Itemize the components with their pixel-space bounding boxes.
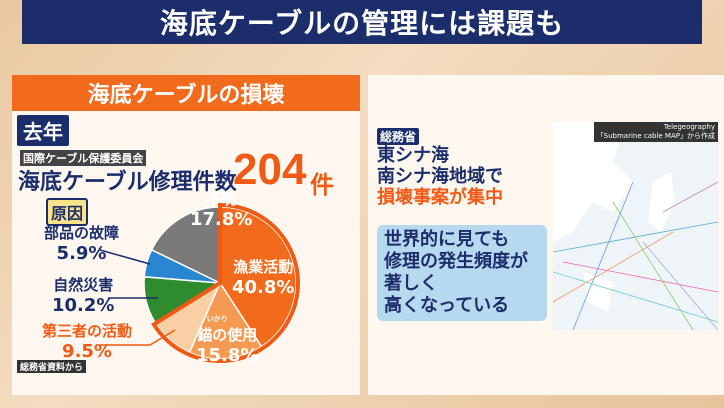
count-value: 204 [233, 145, 307, 194]
ministry-text: 東シナ海 南シナ海地域で 損壊事案が集中 [377, 145, 503, 208]
page-title: 海底ケーブルの管理には課題も [159, 7, 565, 40]
frequency-text: 世界的に見ても 修理の発生頻度が 著しく 高くなっている [384, 229, 528, 316]
map-graphic [553, 122, 718, 330]
leader-parts [99, 249, 151, 265]
source-badge: 国際ケーブル保護委員会 [20, 150, 147, 166]
label-unknown: 不明 17.8% [190, 190, 253, 230]
leader-thirdparty [100, 329, 176, 346]
heading-text: 海底ケーブルの損壊 [87, 83, 285, 108]
cause-badge: 原因 [46, 198, 89, 226]
period-badge: 去年 [17, 115, 69, 146]
highlight-outline [151, 202, 300, 363]
label-natural: 自然災害 10.2% [52, 276, 115, 316]
label-fishing: 漁業活動 40.8% [232, 258, 295, 298]
count-unit: 件 [310, 171, 334, 199]
submarine-cable-map: Telegeography 「Submarine cable MAP」から作成 [553, 122, 718, 330]
pie-slice-unknown [150, 206, 221, 285]
count-label: 海底ケーブル修理件数 [18, 170, 237, 195]
label-parts: 部品の故障 5.9% [44, 224, 120, 264]
ministry-badge: 総務省 [377, 128, 420, 145]
pie-slice-anchor [188, 281, 263, 360]
title-bar: 海底ケーブルの管理には課題も [22, 0, 702, 44]
damage-panel-heading: 海底ケーブルの損壊 [12, 75, 360, 111]
frequency-box [377, 225, 547, 321]
map-credit: Telegeography 「Submarine cable MAP」から作成 [593, 122, 718, 142]
label-anchor: いかり 錨の使用 15.8% [196, 315, 259, 366]
label-thirdparty: 第三者の活動 9.5% [42, 322, 133, 362]
footnote: 総務省資料から [17, 360, 87, 373]
